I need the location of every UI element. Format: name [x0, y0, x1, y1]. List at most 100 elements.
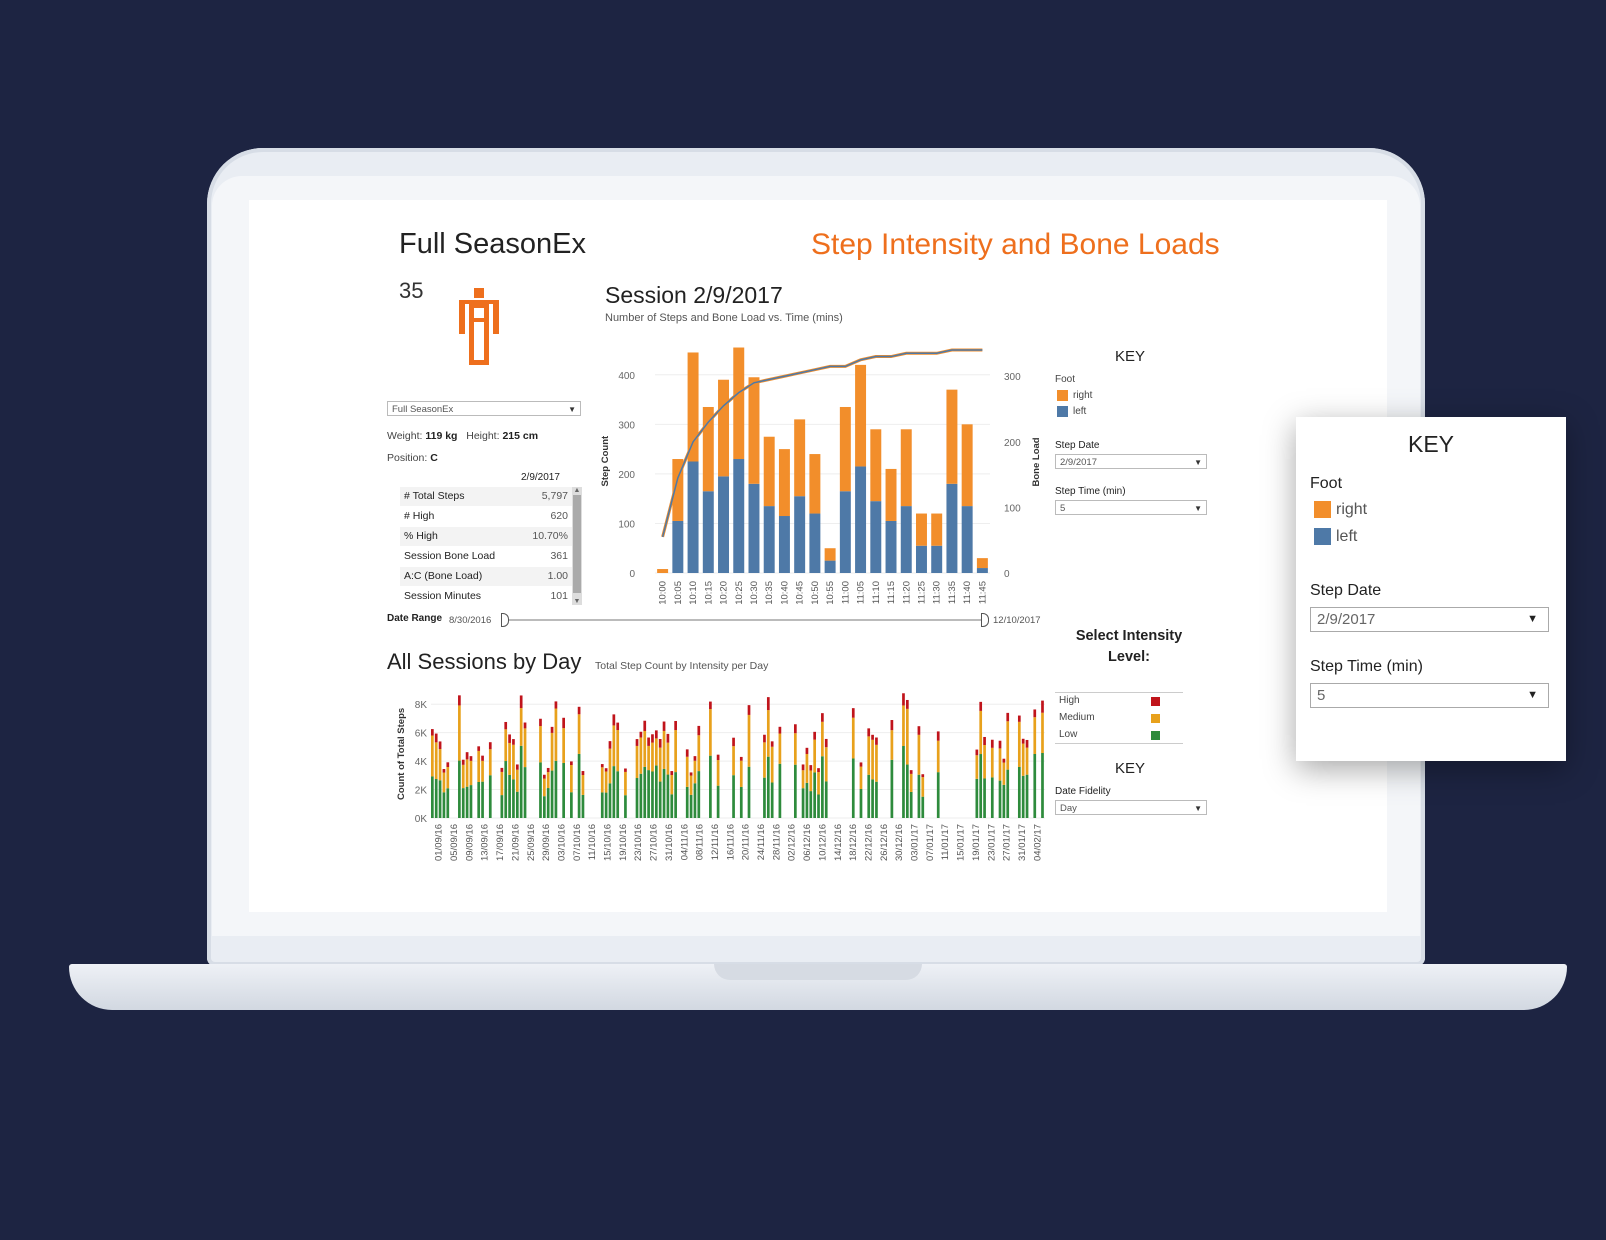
bar-low [817, 794, 820, 818]
x-tick-label: 10:10 [688, 581, 699, 605]
bar-left [976, 568, 988, 573]
bar-low [983, 778, 986, 818]
date-range-label: Date Range [387, 613, 443, 624]
date-range-handle-end[interactable] [981, 613, 989, 627]
x-tick-label: 20/11/16 [741, 824, 752, 860]
bar-medium [446, 767, 450, 789]
bar-medium [674, 730, 677, 773]
y-tick-label: 2K [415, 786, 428, 797]
x-tick-label: 11:25 [916, 581, 927, 604]
y2-tick-label: 0 [1004, 569, 1010, 580]
x-tick-label: 11:35 [947, 581, 958, 604]
popup-legend-left[interactable]: left [1314, 528, 1357, 546]
y-tick-label: 300 [618, 420, 635, 431]
bar-medium [469, 760, 473, 786]
bar-medium [542, 778, 546, 797]
bar-high [1041, 700, 1044, 713]
left-swatch [1057, 406, 1068, 417]
x-tick-label: 10:00 [658, 581, 669, 605]
bar-medium [890, 730, 894, 760]
bar-left [885, 520, 897, 573]
bar-medium [805, 753, 809, 783]
laptop-notch [714, 964, 922, 980]
intensity-item-medium[interactable]: Medium [1059, 712, 1160, 723]
y-tick-label: 6K [415, 729, 428, 740]
bar-medium [709, 709, 712, 756]
x-tick-label: 17/09/16 [495, 824, 506, 861]
all-sessions-subtitle: Total Step Count by Intensity per Day [595, 660, 769, 672]
bar-medium [1033, 717, 1037, 755]
bar-medium [600, 767, 604, 793]
bar-right [702, 406, 714, 492]
bar-high [647, 737, 650, 746]
step-date-label: Step Date [1055, 440, 1100, 451]
bar-low [902, 746, 905, 818]
bar-low [859, 788, 863, 818]
bar-high [909, 770, 913, 774]
bar-high [666, 733, 670, 743]
table-row[interactable]: # High 620 [400, 507, 572, 526]
bar-low [867, 774, 871, 818]
x-tick-label: 19/01/17 [971, 824, 982, 861]
bar-medium [716, 760, 720, 786]
bar-low [801, 788, 805, 818]
bar-medium [1017, 721, 1021, 767]
intensity-item-low[interactable]: Low [1059, 729, 1160, 740]
table-row[interactable]: Session Bone Load 361 [400, 547, 572, 566]
legend-left[interactable]: left [1057, 406, 1086, 417]
x-tick-label: 30/12/16 [894, 824, 905, 861]
x-tick-label: 10:35 [764, 581, 775, 605]
bar-high [1002, 758, 1006, 763]
x-tick-label: 26/12/16 [879, 824, 890, 861]
x-tick-label: 04/11/16 [679, 824, 690, 860]
popup-legend-right[interactable]: right [1314, 501, 1367, 519]
legend-right[interactable]: right [1057, 390, 1092, 401]
bar-medium [983, 745, 986, 779]
bar-low [921, 796, 925, 818]
intensity-swatch [1151, 697, 1160, 706]
session-chart-subtitle: Number of Steps and Bone Load vs. Time (… [605, 312, 843, 324]
bar-low [1002, 784, 1006, 818]
bar-high [1021, 738, 1025, 744]
bar-high [693, 756, 697, 761]
date-range-handle-start[interactable] [501, 613, 509, 627]
bar-left [794, 496, 806, 573]
step-time-select[interactable]: 5 ▼ [1055, 500, 1207, 515]
x-tick-label: 11:00 [840, 581, 851, 604]
player-select[interactable]: Full SeasonEx ▼ [387, 401, 581, 416]
y-axis-label: Step Count [600, 435, 611, 486]
y2-tick-label: 100 [1004, 503, 1021, 514]
bar-right [931, 513, 943, 546]
bar-low [905, 764, 909, 818]
x-tick-label: 19/10/16 [618, 824, 629, 861]
intensity-item-high[interactable]: High [1059, 695, 1160, 706]
bar-high [546, 767, 550, 773]
bar-high [990, 739, 994, 748]
popup-step-time-select[interactable]: 5 ▼ [1310, 683, 1549, 708]
date-range-end: 12/10/2017 [993, 615, 1041, 626]
popup-step-date-label: Step Date [1310, 582, 1382, 599]
bar-medium [824, 747, 828, 782]
table-row[interactable]: # Total Steps 5,797 [400, 487, 572, 506]
popup-step-date-select[interactable]: 2/9/2017 ▼ [1310, 607, 1549, 632]
bar-high [809, 765, 813, 771]
bar-high [716, 754, 720, 761]
bar-medium [1025, 747, 1029, 775]
table-scrollbar[interactable]: ▲ ▼ [572, 487, 582, 605]
table-row[interactable]: Session Minutes 101 [400, 587, 572, 606]
bar-high [689, 772, 693, 776]
x-tick-label: 10:20 [719, 581, 730, 605]
bar-left [809, 513, 821, 573]
bar-medium [905, 708, 909, 765]
step-date-select[interactable]: 2/9/2017 ▼ [1055, 454, 1207, 469]
bar-medium [647, 745, 650, 771]
left-swatch [1314, 528, 1331, 546]
table-row[interactable]: % High 10.70% [400, 527, 572, 546]
date-fidelity-select[interactable]: Day ▼ [1055, 800, 1207, 815]
bar-medium [639, 737, 643, 774]
bar-right [778, 449, 790, 517]
table-row[interactable]: A:C (Bone Load) 1.00 [400, 567, 572, 586]
date-range-slider[interactable] [503, 619, 987, 621]
bar-medium [500, 771, 504, 796]
position: Position: C [387, 452, 438, 464]
